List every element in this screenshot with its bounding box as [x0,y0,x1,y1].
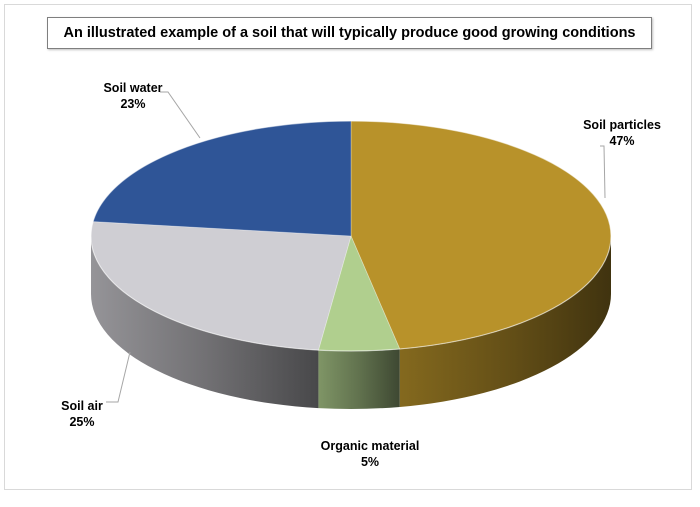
label-percent: 47% [609,134,635,148]
label-organic-material: Organic material 5% [305,438,435,470]
pie-slice-organic-material [317,234,401,352]
label-name: Soil water [103,81,163,95]
pie-top [90,120,612,352]
pie-side-organic-material [318,348,400,409]
pie-side-soil-particles [399,236,611,407]
label-name: Organic material [320,439,420,453]
label-percent: 25% [69,415,95,429]
label-soil-particles: Soil particles 47% [572,117,672,149]
pie-rim [90,120,612,352]
label-name: Soil particles [583,118,661,132]
chart-title: An illustrated example of a soil that wi… [63,25,636,41]
label-name: Soil air [61,399,103,413]
pie-slice-soil-particles [350,120,612,350]
pie-side-soil-air [91,236,319,409]
pie-side-walls [91,236,611,409]
pie-slice-soil-water [92,120,352,237]
label-soil-water: Soil water 23% [88,80,178,112]
leader-line [106,351,131,403]
label-percent: 23% [120,97,146,111]
leader-line [160,91,201,139]
label-soil-air: Soil air 25% [52,398,112,430]
pie-slice-soil-air [90,221,352,351]
chart-title-box: An illustrated example of a soil that wi… [47,17,652,49]
label-percent: 5% [360,455,380,469]
leader-line [600,145,606,199]
